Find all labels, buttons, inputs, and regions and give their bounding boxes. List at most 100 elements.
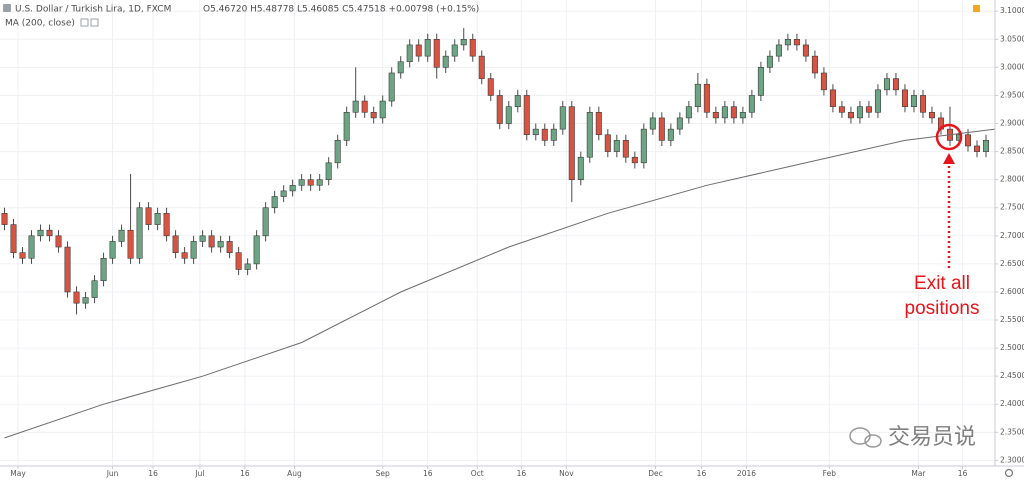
candle-body [568, 106, 575, 180]
candle-body [721, 106, 728, 119]
candle-body [262, 207, 269, 237]
y-tick-label: 2.90000 [1000, 119, 1024, 128]
candle-body [181, 252, 188, 259]
x-tick-label: Oct [471, 469, 484, 478]
candle-body [352, 100, 359, 113]
candle-body [676, 117, 683, 130]
candle-body [910, 95, 917, 107]
indicator-settings[interactable] [80, 18, 89, 27]
x-tick-label: 16 [148, 469, 158, 478]
candle-body [928, 111, 935, 119]
x-tick-label: 16 [240, 469, 250, 478]
candle-body [730, 106, 737, 119]
candle-body [10, 224, 17, 253]
candle-body [523, 95, 530, 136]
candle-body [514, 95, 521, 107]
candle-body [487, 78, 494, 96]
y-tick-label: 2.60000 [1000, 287, 1024, 296]
candle-body [748, 95, 755, 113]
candle-body [28, 235, 35, 259]
candle-body [586, 111, 593, 158]
y-tick-label: 3.10000 [1000, 6, 1024, 15]
candle-body [370, 111, 377, 119]
candle-body [145, 207, 152, 225]
x-tick-label: 16 [517, 469, 527, 478]
candle-body [856, 106, 863, 119]
x-tick-label: Sep [376, 469, 390, 478]
y-tick-label: 2.40000 [1000, 399, 1024, 408]
candle-body [1, 213, 8, 225]
candle-body [577, 156, 584, 180]
candle-body [316, 179, 323, 186]
candle-body [424, 39, 431, 57]
y-tick-label: 2.55000 [1000, 315, 1024, 324]
x-tick-label: Dec [648, 469, 663, 478]
annotation-line: Exit all [914, 273, 970, 294]
candle-body [334, 140, 341, 164]
candle-body [739, 111, 746, 119]
candle-body [91, 280, 98, 298]
candle-body [595, 111, 602, 136]
candle-body [199, 235, 206, 242]
candle-body [478, 55, 485, 79]
candle-body [415, 44, 422, 57]
candle-body [172, 235, 179, 253]
candle-body [460, 39, 467, 46]
candle-body [784, 39, 791, 46]
symbol-icon[interactable] [3, 4, 11, 12]
candle-body [703, 83, 710, 113]
candle-body [163, 213, 170, 237]
y-tick-label: 2.75000 [1000, 203, 1024, 212]
candle-body [397, 61, 404, 74]
candle-body [532, 128, 539, 136]
watermark-text: 交易员说 [888, 425, 976, 450]
candle-body [433, 39, 440, 68]
candle-body [235, 252, 242, 270]
ma-line [4, 128, 996, 439]
candle-body [712, 111, 719, 119]
plot-area [1, 28, 996, 439]
indicator-close[interactable] [90, 18, 99, 27]
candle-body [361, 100, 368, 113]
x-tick-label: 16 [423, 469, 433, 478]
candle-body [757, 67, 764, 96]
candle-body [667, 128, 674, 141]
candle-body [901, 89, 908, 107]
x-tick-label: 16 [958, 469, 968, 478]
price-marker [973, 5, 980, 12]
y-tick-label: 2.50000 [1000, 343, 1024, 352]
x-tick-label: Jun [106, 469, 119, 478]
candle-body [649, 117, 656, 130]
y-tick-label: 2.70000 [1000, 231, 1024, 240]
indicator-label[interactable]: MA (200, close) [5, 19, 75, 29]
x-tick-label: Nov [559, 469, 574, 478]
candle-body [55, 235, 62, 248]
candle-body [496, 95, 503, 124]
candle-body [217, 241, 224, 248]
settings-icon[interactable] [1004, 468, 1014, 478]
arrow-head [943, 153, 955, 164]
axes: 2.30000 2.35000 2.40000 2.45000 2.50000 2.550… [10, 6, 1024, 478]
candle-body [775, 44, 782, 57]
candle-body [190, 241, 197, 259]
candle-body [271, 196, 278, 209]
candle-body [559, 106, 566, 130]
candle-body [865, 106, 872, 113]
candle-body [766, 55, 773, 68]
candle-body [982, 140, 989, 152]
y-tick-label: 3.05000 [1000, 34, 1024, 43]
ohlc-readout: O5.46720 H5.48778 L5.46085 C5.47518 +0.0… [203, 5, 479, 15]
candle-body [100, 257, 107, 282]
candle-body [685, 106, 692, 119]
candle-body [37, 229, 44, 237]
y-tick-label: 2.30000 [1000, 455, 1024, 464]
candle-body [289, 184, 296, 192]
candle-body [973, 145, 980, 152]
candle-body [883, 78, 890, 91]
candle-body [280, 190, 287, 197]
candle-body [640, 128, 647, 164]
candle-body [379, 100, 386, 119]
candle-body [604, 134, 611, 152]
